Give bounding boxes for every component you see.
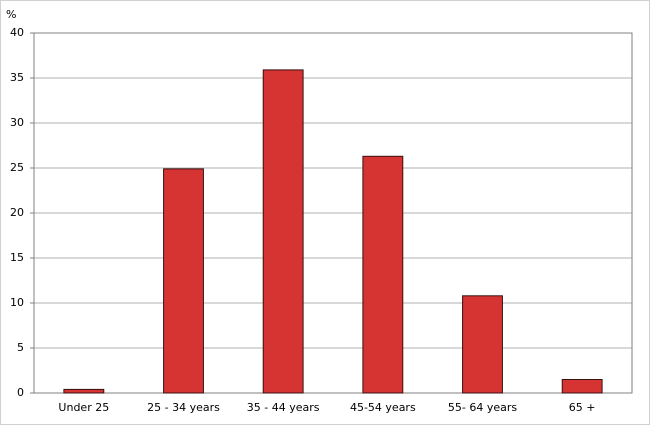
x-tick-label: 45-54 years	[350, 401, 416, 414]
y-axis-label: %	[6, 8, 16, 21]
bar	[262, 69, 304, 394]
y-tick-label: 5	[17, 341, 24, 354]
y-tick-label: 25	[10, 161, 24, 174]
x-tick-label: 25 - 34 years	[147, 401, 220, 414]
y-tick-label: 30	[10, 116, 24, 129]
y-tick-label: 40	[10, 26, 24, 39]
y-tick-label: 15	[10, 251, 24, 264]
x-tick-label: 65 +	[569, 401, 596, 414]
plot-border	[33, 32, 633, 394]
y-tick-label: 0	[17, 386, 24, 399]
y-tick-label: 10	[10, 296, 24, 309]
y-tick-label: 20	[10, 206, 24, 219]
bar	[63, 388, 105, 394]
x-tick-label: Under 25	[58, 401, 109, 414]
bar	[163, 168, 204, 394]
bar	[462, 295, 503, 394]
bar	[561, 379, 603, 394]
y-tick-label: 35	[10, 71, 24, 84]
bar	[362, 155, 404, 394]
x-tick-label: 55- 64 years	[448, 401, 517, 414]
x-tick-label: 35 - 44 years	[247, 401, 320, 414]
